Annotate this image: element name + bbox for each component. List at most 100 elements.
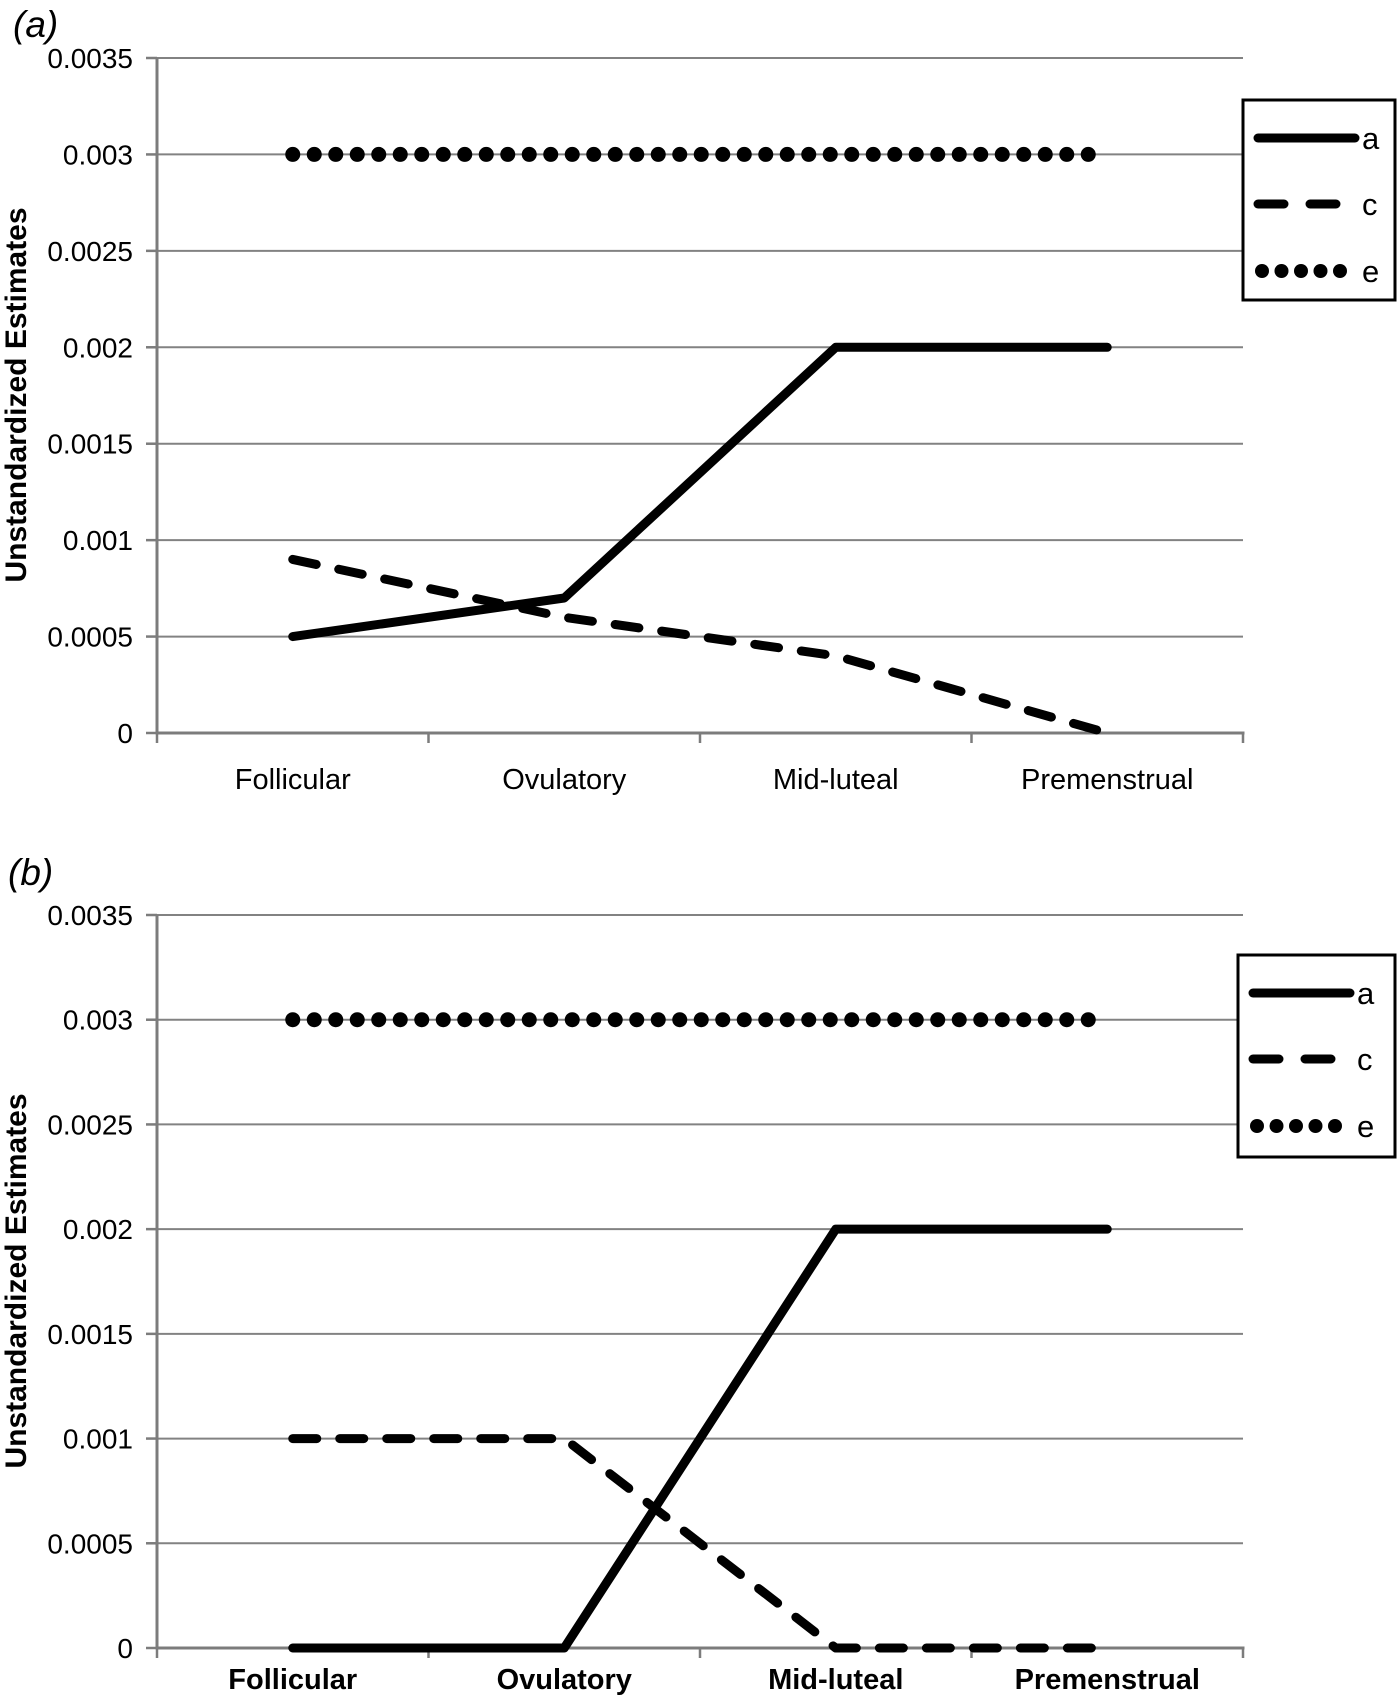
- series-e-dot: [414, 146, 430, 162]
- series-e-dot: [736, 146, 752, 162]
- series-e-dot: [1059, 1012, 1075, 1028]
- series-c-line: [288, 554, 1112, 738]
- series-e-dot: [973, 146, 989, 162]
- legend-swatch-e: [1274, 264, 1289, 278]
- series-e-dot: [1059, 146, 1075, 162]
- series-e-dot: [758, 146, 774, 162]
- series-e-dot: [586, 1012, 602, 1028]
- legend-swatch-e: [1289, 1119, 1303, 1133]
- x-category-label: Ovulatory: [497, 1664, 632, 1696]
- series-c-line: [288, 1434, 1112, 1653]
- series-a-line: [288, 1224, 1112, 1653]
- legend-label-a: a: [1357, 976, 1375, 1011]
- series-e-dot: [994, 146, 1010, 162]
- series-e-dot: [414, 1012, 430, 1028]
- series-e-dot: [392, 146, 408, 162]
- y-axis-title: Unstandardized Estimates: [0, 1093, 33, 1468]
- series-e-dot: [586, 146, 602, 162]
- series-e-dot: [607, 1012, 623, 1028]
- series-e-dot: [736, 1012, 752, 1028]
- series-e-dot: [693, 1012, 709, 1028]
- series-e-dot: [930, 146, 946, 162]
- series-e-dot: [693, 146, 709, 162]
- series-e-dot: [285, 146, 301, 162]
- y-tick-label: 0.0015: [47, 1319, 133, 1350]
- series-e-dot: [758, 1012, 774, 1028]
- series-e-dot: [887, 146, 903, 162]
- series-a-line: [288, 342, 1112, 642]
- series-e-dot: [457, 1012, 473, 1028]
- chart-a-svg: 0 0.0005 0.001 0.0015 0.002 0.0025 0.003 0.0035…: [0, 43, 1397, 796]
- y-tick-label: 0.001: [63, 1424, 133, 1455]
- series-e-dot: [865, 146, 881, 162]
- series-e-dot: [629, 1012, 645, 1028]
- series-e-dot: [564, 146, 580, 162]
- legend-swatch-e: [1250, 1119, 1264, 1133]
- series-e-dot: [435, 1012, 451, 1028]
- y-tick-label: 0.0025: [47, 1109, 133, 1140]
- series-e-dot: [285, 1012, 301, 1028]
- y-tick-label: 0.002: [63, 332, 133, 363]
- x-category-label: Follicular: [235, 764, 351, 796]
- series-e-dot: [392, 1012, 408, 1028]
- legend-swatch-e: [1333, 264, 1347, 278]
- series-e-dot: [650, 1012, 666, 1028]
- series-e-dot: [521, 1012, 537, 1028]
- panel-a-label: (a): [13, 4, 59, 45]
- series-e-dot: [951, 146, 967, 162]
- series-e-dot: [349, 146, 365, 162]
- panel-b: (b) 0 0.0005 0.001 0.0015 0.002 0.0025 0.003 0.…: [0, 810, 1400, 1702]
- series-e-dot: [822, 1012, 838, 1028]
- y-tick-label: 0.002: [63, 1214, 133, 1245]
- series-e-dot: [779, 1012, 795, 1028]
- series-e-dot: [478, 1012, 494, 1028]
- series-e-dot: [779, 146, 795, 162]
- series-e-dot: [543, 146, 559, 162]
- series-e-dot: [328, 146, 344, 162]
- y-tick-label: 0.0035: [47, 43, 133, 74]
- legend-label-a: a: [1362, 121, 1380, 156]
- legend-swatch-e: [1308, 1119, 1323, 1133]
- series-e-dot: [371, 1012, 387, 1028]
- legend-label-c: c: [1362, 187, 1378, 222]
- series-e-dot: [349, 1012, 365, 1028]
- series-e-dot: [564, 1012, 580, 1028]
- series-e-dot: [629, 146, 645, 162]
- series-e-dot: [650, 146, 666, 162]
- x-category-label: Mid-luteal: [773, 764, 899, 796]
- series-e-dot: [1016, 1012, 1032, 1028]
- series-e-dot: [457, 146, 473, 162]
- y-tick-label: 0.0005: [47, 1528, 133, 1559]
- x-category-label: Ovulatory: [502, 764, 627, 796]
- series-e-dot: [801, 146, 817, 162]
- y-tick-label: 0.001: [63, 525, 133, 556]
- series-e-dot: [1080, 146, 1096, 162]
- series-e-dot: [887, 1012, 903, 1028]
- legend-swatch-e: [1255, 264, 1269, 278]
- series-e-dot: [1037, 146, 1053, 162]
- legend-swatch-e: [1294, 264, 1308, 278]
- series-e-dot: [1080, 1012, 1096, 1028]
- y-tick-label: 0: [117, 718, 133, 749]
- y-tick-label: 0.0025: [47, 236, 133, 267]
- panel-a: (a) 0 0.0005 0.001 0.0015 0.002 0.0025 0.003 0.…: [0, 0, 1400, 810]
- x-category-label: Follicular: [228, 1664, 357, 1696]
- legend-swatch-e: [1313, 264, 1328, 278]
- series-e-dot: [908, 1012, 924, 1028]
- series-e-dot: [435, 146, 451, 162]
- series-e-dot: [715, 1012, 731, 1028]
- y-axis-title: Unstandardized Estimates: [0, 207, 33, 582]
- x-category-label: Premenstrual: [1015, 1664, 1200, 1696]
- series-e-dot: [500, 146, 516, 162]
- series-e-dot: [371, 146, 387, 162]
- series-e-dot: [822, 146, 838, 162]
- series-e-dot: [328, 1012, 344, 1028]
- y-tick-label: 0.003: [63, 1005, 133, 1036]
- series-e-dot: [973, 1012, 989, 1028]
- series-e-dot: [865, 1012, 881, 1028]
- series-e-dot: [672, 1012, 688, 1028]
- series-e-dot: [908, 146, 924, 162]
- series-e-dot: [306, 1012, 322, 1028]
- series-e-dot: [930, 1012, 946, 1028]
